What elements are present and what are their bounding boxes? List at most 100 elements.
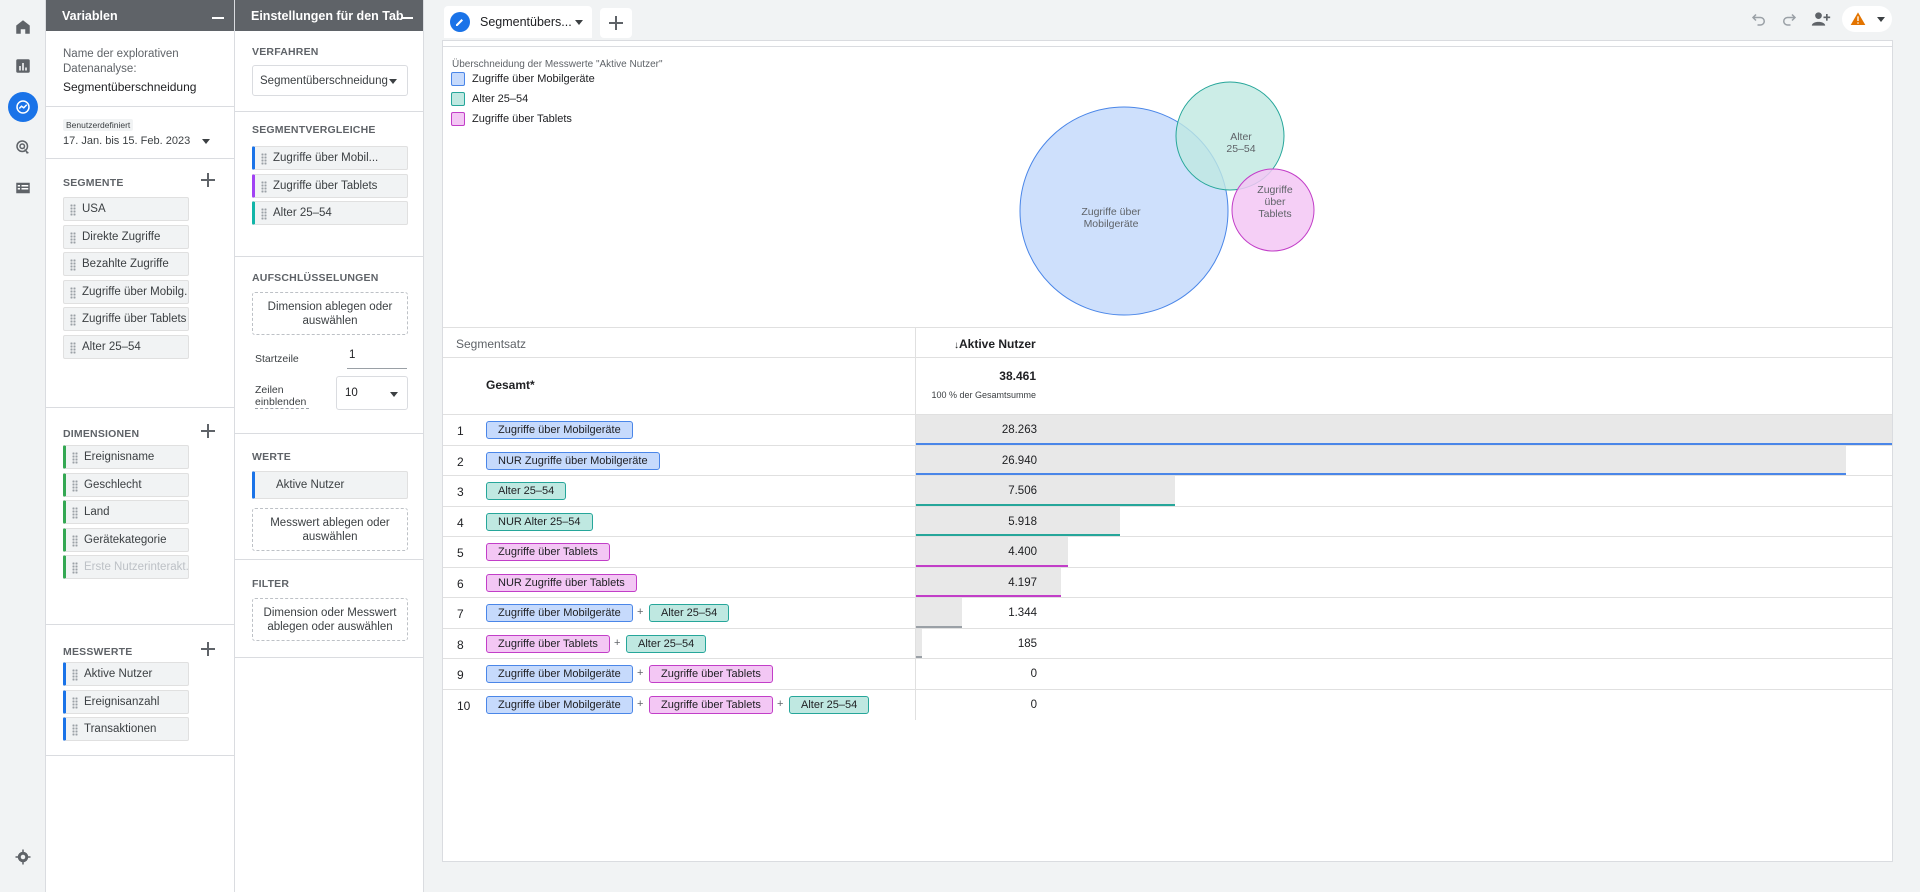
column-divider xyxy=(915,476,916,507)
dimension-chip-1[interactable]: Ereignisname xyxy=(63,445,189,469)
legend-swatch xyxy=(451,92,465,106)
segment-chip[interactable]: NUR Alter 25–54 xyxy=(486,512,593,531)
segment-chip[interactable]: Alter 25–54 xyxy=(486,482,567,500)
drag-handle-icon[interactable] xyxy=(70,231,76,244)
settings-icon[interactable] xyxy=(8,842,38,872)
minimize-icon[interactable] xyxy=(212,17,224,19)
row-number: 7 xyxy=(457,607,464,621)
plus-icon: + xyxy=(637,667,644,679)
segment-chip[interactable]: Zugriffe über Mobilgeräte xyxy=(486,421,633,439)
reports-icon[interactable] xyxy=(8,51,38,81)
drag-handle-icon[interactable] xyxy=(70,259,76,271)
segment-chip[interactable]: NUR Zugriffe über Tablets xyxy=(486,573,637,592)
segment-chip[interactable]: Alter 25–54 xyxy=(649,604,730,622)
segment-chip[interactable]: Zugriffe über Mobilgeräte xyxy=(486,665,633,683)
minimize-icon[interactable] xyxy=(401,17,413,19)
edit-pencil-icon[interactable] xyxy=(450,12,470,32)
table-row[interactable]: 1 Zugriffe über Mobilgeräte 28.263 xyxy=(443,414,1892,446)
add-tab-button[interactable] xyxy=(600,8,632,38)
segment-comparison-chip-2[interactable]: Zugriffe über Tablets xyxy=(252,173,408,198)
segment-chip-3[interactable]: Bezahlte Zugriffe xyxy=(63,252,189,276)
drag-handle-icon[interactable] xyxy=(72,669,78,681)
metric-chip-2[interactable]: Ereignisanzahl xyxy=(63,689,189,714)
drag-handle-icon[interactable] xyxy=(72,562,78,574)
advertising-icon[interactable] xyxy=(8,132,38,162)
tab-segment-overlap[interactable]: Segmentübers... xyxy=(444,6,592,38)
table-row[interactable]: 4 NUR Alter 25–54 5.918 xyxy=(443,505,1892,537)
list-icon[interactable] xyxy=(8,173,38,203)
dimension-chip-3[interactable]: Land xyxy=(63,500,189,524)
segment-chip-2[interactable]: Direkte Zugriffe xyxy=(63,224,189,249)
settings-header: Einstellungen für den Tab xyxy=(235,0,423,31)
table-row[interactable]: 3 Alter 25–54 7.506 xyxy=(443,475,1892,507)
share-user-icon[interactable] xyxy=(1810,9,1832,29)
drag-handle-icon[interactable] xyxy=(70,314,76,326)
add-metric-icon[interactable] xyxy=(201,642,215,656)
table-row[interactable]: 7 Zugriffe über Mobilgeräte + Alter 25–54 1.… xyxy=(443,597,1892,629)
segment-chip-5[interactable]: Zugriffe über Tablets xyxy=(63,307,189,331)
redo-icon[interactable] xyxy=(1780,10,1798,28)
drag-handle-icon[interactable] xyxy=(261,153,267,165)
venn-circle-tablets[interactable] xyxy=(1231,168,1315,252)
segment-comparison-chip-1[interactable]: Zugriffe über Mobil... xyxy=(252,146,408,170)
metric-dropzone[interactable]: Messwert ablegen oder auswählen xyxy=(252,508,408,551)
table-row[interactable]: 2 NUR Zugriffe über Mobilgeräte 26.940 xyxy=(443,444,1892,476)
drag-handle-icon[interactable] xyxy=(72,534,78,547)
drag-handle-icon[interactable] xyxy=(70,341,76,354)
segment-chip[interactable]: NUR Zugriffe über Mobilgeräte xyxy=(486,451,660,470)
warning-menu-button[interactable] xyxy=(1842,6,1892,32)
value-chip-active-users[interactable]: Aktive Nutzer xyxy=(252,471,408,499)
segment-chip-1[interactable]: USA xyxy=(63,197,189,221)
add-segment-icon[interactable] xyxy=(201,173,215,187)
segment-chip-6[interactable]: Alter 25–54 xyxy=(63,334,189,359)
date-dropdown-icon[interactable] xyxy=(202,139,210,144)
drag-handle-icon[interactable] xyxy=(261,180,267,193)
segment-chip[interactable]: Zugriffe über Tablets xyxy=(486,634,610,653)
start-row-input[interactable]: 1 xyxy=(347,347,407,369)
value-bar-underline xyxy=(916,656,922,658)
date-range-section[interactable]: Benutzerdefiniert 17. Jan. bis 15. Feb. … xyxy=(46,107,234,159)
drag-handle-icon[interactable] xyxy=(72,507,78,519)
drag-handle-icon[interactable] xyxy=(70,204,76,216)
table-row[interactable]: 6 NUR Zugriffe über Tablets 4.197 xyxy=(443,566,1892,598)
drag-handle-icon[interactable] xyxy=(72,696,78,709)
drag-handle-icon[interactable] xyxy=(261,208,267,220)
tab-dropdown-icon[interactable] xyxy=(575,20,583,25)
segment-chip[interactable]: Alter 25–54 xyxy=(626,634,707,653)
drag-handle-icon[interactable] xyxy=(70,286,76,299)
table-row[interactable]: 8 Zugriffe über Tablets + Alter 25–54 185 xyxy=(443,627,1892,659)
dimension-chip-2[interactable]: Geschlecht xyxy=(63,472,189,497)
segment-chip[interactable]: Zugriffe über Tablets xyxy=(486,543,610,561)
column-header-active-users[interactable]: ↓Aktive Nutzer xyxy=(954,337,1036,351)
venn-circle-mobile[interactable] xyxy=(1019,106,1229,316)
segment-chip[interactable]: Zugriffe über Mobilgeräte xyxy=(486,604,633,622)
drag-handle-icon[interactable] xyxy=(72,452,78,464)
table-row[interactable]: 9 Zugriffe über Mobilgeräte + Zugriffe über… xyxy=(443,658,1892,690)
exploration-name-value[interactable]: Segmentüberschneidung xyxy=(63,80,197,94)
explore-icon[interactable] xyxy=(8,92,38,122)
segment-chip[interactable]: Zugriffe über Tablets xyxy=(649,695,773,714)
dimension-chip-5[interactable]: Erste Nutzerinterakt... xyxy=(63,555,189,579)
segment-chip[interactable]: Zugriffe über Mobilgeräte xyxy=(486,695,633,714)
add-dimension-icon[interactable] xyxy=(201,424,215,438)
segment-chip[interactable]: Zugriffe über Tablets xyxy=(649,665,773,683)
drag-handle-icon[interactable] xyxy=(72,479,78,492)
segment-comparison-chip-3[interactable]: Alter 25–54 xyxy=(252,201,408,225)
undo-icon[interactable] xyxy=(1750,10,1768,28)
table-row[interactable]: 5 Zugriffe über Tablets 4.400 xyxy=(443,536,1892,568)
breakdown-dropzone[interactable]: Dimension ablegen oder auswählen xyxy=(252,292,408,335)
segment-chip[interactable]: Alter 25–54 xyxy=(789,695,870,714)
method-select[interactable]: Segmentüberschneidung xyxy=(252,65,408,96)
row-value: 4.197 xyxy=(1008,576,1037,589)
home-icon[interactable] xyxy=(8,12,38,42)
metric-chip-3[interactable]: Transaktionen xyxy=(63,717,189,741)
show-rows-select[interactable]: 10 xyxy=(336,376,408,410)
row-number: 8 xyxy=(457,637,464,652)
table-row[interactable]: 10 Zugriffe über Mobilgeräte + Zugriffe übe… xyxy=(443,688,1892,720)
drag-handle-icon[interactable] xyxy=(72,724,78,736)
metric-chip-1[interactable]: Aktive Nutzer xyxy=(63,662,189,686)
dimension-chip-4[interactable]: Gerätekategorie xyxy=(63,527,189,552)
segment-chip-4[interactable]: Zugriffe über Mobilg... xyxy=(63,279,189,304)
venn-circle-age[interactable] xyxy=(1175,81,1285,191)
filter-dropzone[interactable]: Dimension oder Messwert ablegen oder aus… xyxy=(252,598,408,641)
